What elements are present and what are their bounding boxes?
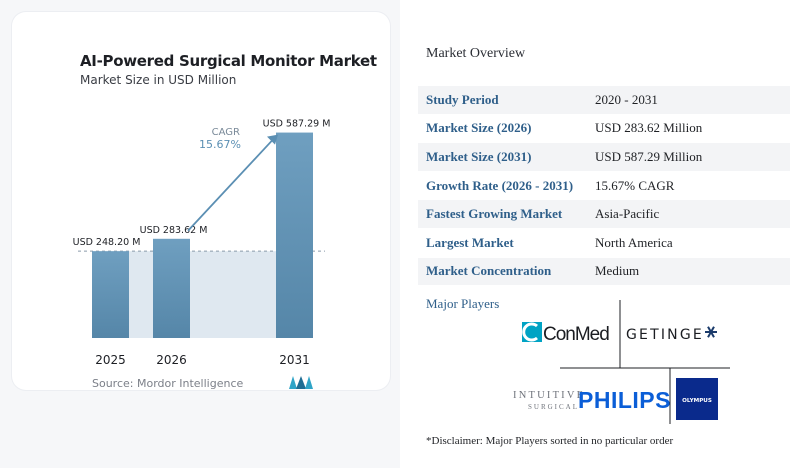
table-row: Growth Rate (2026 - 2031) 15.67% CAGR (418, 172, 790, 201)
source-note: Source: Mordor Intelligence (92, 377, 244, 390)
getinge-text: GETINGE (626, 327, 704, 343)
table-row: Market Concentration Medium (418, 257, 790, 287)
bar-2025 (92, 251, 129, 338)
data-label-2026: USD 283.62 M (140, 225, 208, 236)
chart-card: USD 248.20 M 2025 USD 283.62 M 2026 USD 587.… (12, 12, 390, 390)
getinge-star-icon (705, 326, 717, 338)
bar-2026 (153, 238, 190, 338)
player-logos: ConMed GETINGE INTUITIVE SURGICAL PHILIP… (513, 300, 730, 424)
row-key: Fastest Growing Market (426, 206, 563, 222)
conmed-logo: ConMed (522, 322, 610, 345)
data-label-2025: USD 248.20 M (73, 237, 141, 248)
chart-title: AI-Powered Surgical Monitor Market (80, 52, 377, 70)
intuitive-text-bottom: SURGICAL (528, 403, 579, 411)
philips-logo: PHILIPS (578, 387, 671, 413)
table-row: Study Period 2020 - 2031 (418, 86, 790, 115)
row-key: Market Concentration (426, 263, 552, 279)
major-players-title: Major Players (426, 296, 500, 311)
row-value: 15.67% CAGR (595, 177, 675, 193)
row-value: Medium (595, 263, 640, 279)
intuitive-logo: INTUITIVE SURGICAL (513, 390, 585, 411)
disclaimer: *Disclaimer: Major Players sorted in no … (426, 435, 674, 447)
intuitive-text-top: INTUITIVE (513, 390, 585, 401)
overview-title: Market Overview (426, 46, 526, 61)
table-row: Market Size (2031) USD 587.29 Million (418, 143, 790, 172)
tick-label-2031: 2031 (279, 353, 310, 367)
olympus-logo: OLYMPUS (676, 378, 718, 420)
data-label-2031: USD 587.29 M (263, 119, 331, 130)
row-key: Growth Rate (2026 - 2031) (426, 177, 574, 193)
row-value: 2020 - 2031 (595, 91, 658, 107)
table-row: Largest Market North America (418, 229, 790, 258)
bar-chart: USD 248.20 M 2025 USD 283.62 M 2026 USD 587.… (73, 119, 331, 367)
mordor-logo-icon (289, 376, 313, 389)
cagr-arrow-head (267, 134, 278, 145)
conmed-text: ConMed (543, 324, 609, 345)
row-key: Study Period (426, 91, 499, 107)
row-key: Market Size (2026) (426, 120, 532, 136)
table-row: Market Size (2026) USD 283.62 Million (418, 115, 790, 144)
chart-subtitle: Market Size in USD Million (80, 73, 237, 87)
tick-label-2025: 2025 (95, 353, 126, 367)
market-overview-panel: Market Overview Study Period 2020 - 2031 … (400, 0, 800, 468)
row-key: Largest Market (426, 234, 514, 250)
row-value: USD 587.29 Million (595, 148, 703, 164)
tick-label-2026: 2026 (156, 353, 187, 367)
cagr-label: CAGR (212, 127, 240, 138)
getinge-logo: GETINGE (626, 326, 717, 343)
row-value: Asia-Pacific (595, 206, 660, 222)
overview-table: Study Period 2020 - 2031 Market Size (202… (418, 86, 790, 287)
row-value: North America (595, 234, 673, 250)
olympus-text: OLYMPUS (682, 398, 712, 404)
row-value: USD 283.62 Million (595, 120, 703, 136)
bar-2031 (276, 132, 313, 338)
row-key: Market Size (2031) (426, 148, 532, 164)
table-row: Fastest Growing Market Asia-Pacific (418, 200, 790, 229)
cagr-arrow-line (187, 139, 273, 232)
cagr-value: 15.67% (199, 138, 241, 151)
